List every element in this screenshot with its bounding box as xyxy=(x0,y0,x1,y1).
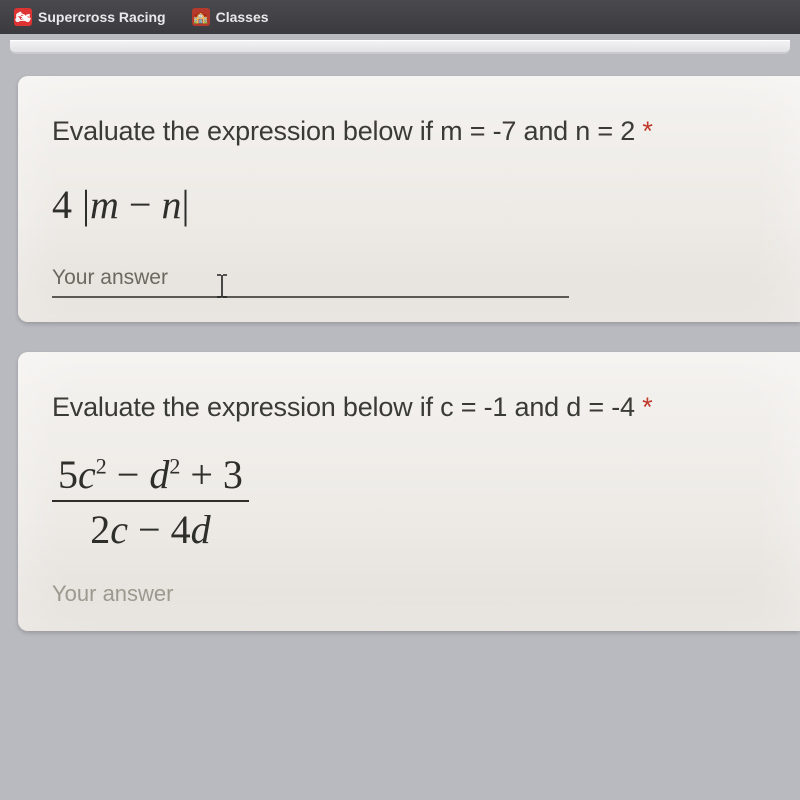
toolbar-strip xyxy=(10,40,790,54)
fraction-numerator: 5c2 − d2 + 3 xyxy=(52,451,249,500)
question-prompt-1: Evaluate the expression below if m = -7 … xyxy=(52,116,790,147)
answer-input-1[interactable] xyxy=(178,266,569,290)
required-marker: * xyxy=(642,392,652,422)
browser-tabbar: 🏍 Supercross Racing 🏫 Classes xyxy=(0,0,800,34)
question-prompt-2: Evaluate the expression below if c = -1 … xyxy=(52,392,790,423)
question-text: Evaluate the expression below if m = -7 … xyxy=(52,116,635,146)
question-expression-2: 5c2 − d2 + 3 2c − 4d xyxy=(52,451,790,553)
fraction: 5c2 − d2 + 3 2c − 4d xyxy=(52,451,249,553)
tab-supercross[interactable]: 🏍 Supercross Racing xyxy=(6,4,174,30)
question-card-2: Evaluate the expression below if c = -1 … xyxy=(18,352,800,631)
page-content: Evaluate the expression below if m = -7 … xyxy=(0,54,800,800)
question-text: Evaluate the expression below if c = -1 … xyxy=(52,392,635,422)
question-expression-1: 4 |m − n| xyxy=(52,181,790,228)
tab-label: Classes xyxy=(216,9,269,25)
answer-field-1[interactable]: Your answer xyxy=(52,266,569,298)
tab-classes[interactable]: 🏫 Classes xyxy=(184,4,277,30)
motorcycle-icon: 🏍 xyxy=(14,8,32,26)
answer-label-2[interactable]: Your answer xyxy=(52,581,790,607)
required-marker: * xyxy=(642,116,652,146)
tab-label: Supercross Racing xyxy=(38,9,166,25)
question-card-1: Evaluate the expression below if m = -7 … xyxy=(18,76,800,322)
answer-label: Your answer xyxy=(52,266,168,290)
fraction-denominator: 2c − 4d xyxy=(52,500,249,553)
classroom-icon: 🏫 xyxy=(192,8,210,26)
